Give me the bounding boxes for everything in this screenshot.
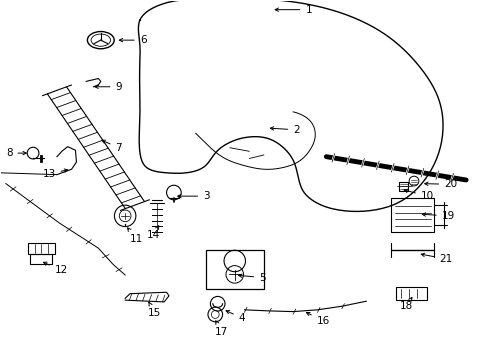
Text: 19: 19 — [422, 211, 454, 221]
Text: 10: 10 — [403, 189, 433, 201]
Text: 1: 1 — [275, 5, 311, 15]
Text: 12: 12 — [43, 262, 68, 275]
Text: 5: 5 — [238, 273, 265, 283]
Text: 6: 6 — [119, 35, 146, 45]
Text: 14: 14 — [147, 226, 160, 239]
Text: 3: 3 — [177, 191, 209, 201]
Text: 11: 11 — [127, 228, 143, 244]
Text: 21: 21 — [420, 253, 452, 264]
Bar — [395, 287, 427, 300]
Text: 8: 8 — [6, 148, 26, 158]
Text: 7: 7 — [102, 140, 122, 153]
Bar — [390, 198, 433, 232]
Text: 13: 13 — [42, 168, 68, 179]
Bar — [399, 182, 407, 191]
Text: 20: 20 — [424, 179, 456, 189]
Bar — [205, 250, 264, 289]
Text: 4: 4 — [225, 311, 245, 323]
Text: 16: 16 — [306, 312, 329, 325]
Text: 9: 9 — [95, 82, 122, 92]
Text: 2: 2 — [270, 125, 299, 135]
Text: 18: 18 — [399, 297, 412, 311]
Text: 15: 15 — [148, 302, 161, 318]
Bar — [30, 254, 52, 264]
Text: 17: 17 — [215, 321, 228, 337]
Bar — [28, 243, 55, 253]
